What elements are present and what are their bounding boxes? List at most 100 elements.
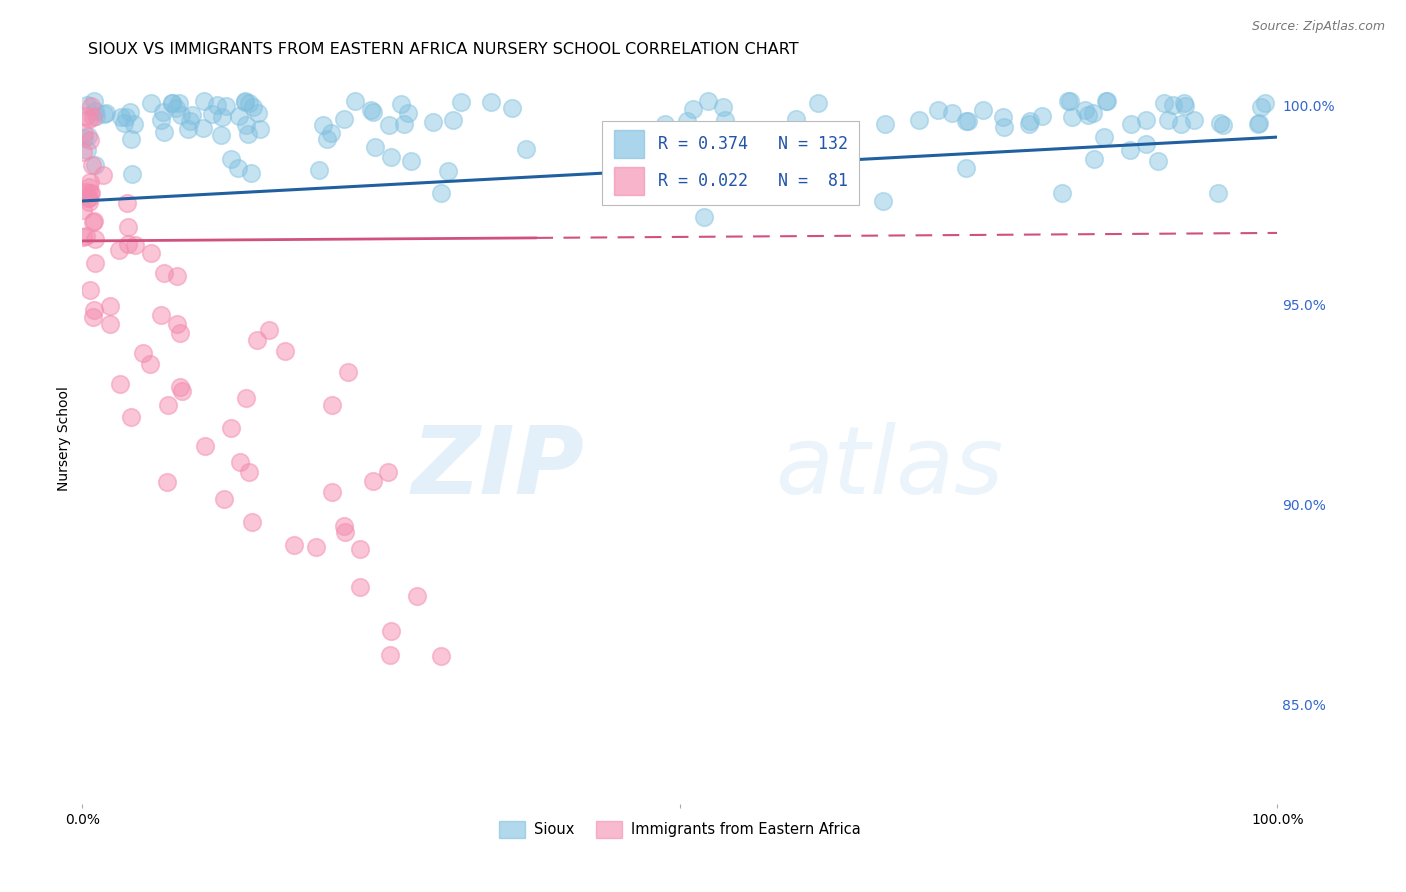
Point <box>75 185 97 199</box>
Point <box>401 154 423 169</box>
Point <box>319 126 342 140</box>
Point <box>84 158 107 172</box>
Point <box>219 152 242 166</box>
Point <box>76 143 98 157</box>
Point <box>141 246 163 260</box>
Point <box>1118 143 1140 157</box>
Point <box>160 96 183 111</box>
Point <box>83 214 105 228</box>
Point <box>233 95 256 110</box>
Point <box>333 112 356 126</box>
Point <box>1031 109 1053 123</box>
Point <box>82 310 104 325</box>
Point <box>380 624 402 638</box>
Point <box>72 202 94 217</box>
Point <box>1074 103 1097 118</box>
Point <box>93 107 115 121</box>
Point <box>315 132 337 146</box>
Point <box>219 421 242 435</box>
Point <box>927 103 949 117</box>
Point <box>479 95 502 109</box>
Point <box>212 491 235 506</box>
Point <box>211 110 233 124</box>
Point <box>240 515 263 529</box>
Point <box>1212 118 1234 132</box>
Point <box>79 284 101 298</box>
Point <box>112 116 135 130</box>
Point <box>120 105 142 120</box>
Point <box>955 161 977 175</box>
Point <box>226 161 249 175</box>
Point <box>121 168 143 182</box>
Point <box>79 195 101 210</box>
Point <box>1173 95 1195 110</box>
Point <box>122 117 145 131</box>
Point <box>335 525 357 540</box>
Point <box>321 484 343 499</box>
Point <box>333 519 356 533</box>
Point <box>422 114 444 128</box>
Point <box>360 103 382 117</box>
Point <box>238 95 260 110</box>
Point <box>955 114 977 128</box>
Point <box>1182 113 1205 128</box>
Point <box>872 194 894 208</box>
Point <box>117 236 139 251</box>
FancyBboxPatch shape <box>614 168 644 195</box>
Point <box>972 103 994 118</box>
Point <box>79 132 101 146</box>
Point <box>165 101 187 115</box>
Point <box>150 308 173 322</box>
Point <box>501 101 523 115</box>
FancyBboxPatch shape <box>602 120 859 205</box>
Point <box>515 142 537 156</box>
Point <box>191 121 214 136</box>
Point <box>991 110 1014 124</box>
Point <box>344 94 367 108</box>
Point <box>257 323 280 337</box>
Point <box>682 102 704 116</box>
Point <box>1077 108 1099 122</box>
Point <box>239 166 262 180</box>
Point <box>132 346 155 360</box>
Text: R = 0.374   N = 132: R = 0.374 N = 132 <box>658 136 848 153</box>
Point <box>396 106 419 120</box>
Point <box>875 117 897 131</box>
Point <box>83 94 105 108</box>
Point <box>169 380 191 394</box>
Point <box>75 229 97 244</box>
Point <box>83 303 105 318</box>
Point <box>110 111 132 125</box>
Point <box>377 118 399 132</box>
Point <box>152 104 174 119</box>
Point <box>1121 117 1143 131</box>
Point <box>361 105 384 120</box>
Point <box>1174 98 1197 112</box>
Point <box>167 96 190 111</box>
Point <box>228 109 250 123</box>
Point <box>1247 116 1270 130</box>
Point <box>654 117 676 131</box>
Point <box>1095 94 1118 108</box>
Point <box>1170 117 1192 131</box>
Point <box>1050 186 1073 200</box>
Point <box>73 131 96 145</box>
Point <box>228 455 250 469</box>
Point <box>1056 94 1078 108</box>
Point <box>82 215 104 229</box>
Point <box>115 195 138 210</box>
Point <box>246 333 269 347</box>
Point <box>72 145 94 160</box>
Point <box>1246 117 1268 131</box>
Point <box>117 220 139 235</box>
Point <box>194 439 217 453</box>
Point <box>177 122 200 136</box>
Point <box>215 99 238 113</box>
Point <box>908 112 931 127</box>
Point <box>96 106 118 120</box>
Point <box>1206 186 1229 200</box>
Point <box>153 124 176 138</box>
Point <box>233 94 256 108</box>
Point <box>77 191 100 205</box>
Point <box>152 266 174 280</box>
